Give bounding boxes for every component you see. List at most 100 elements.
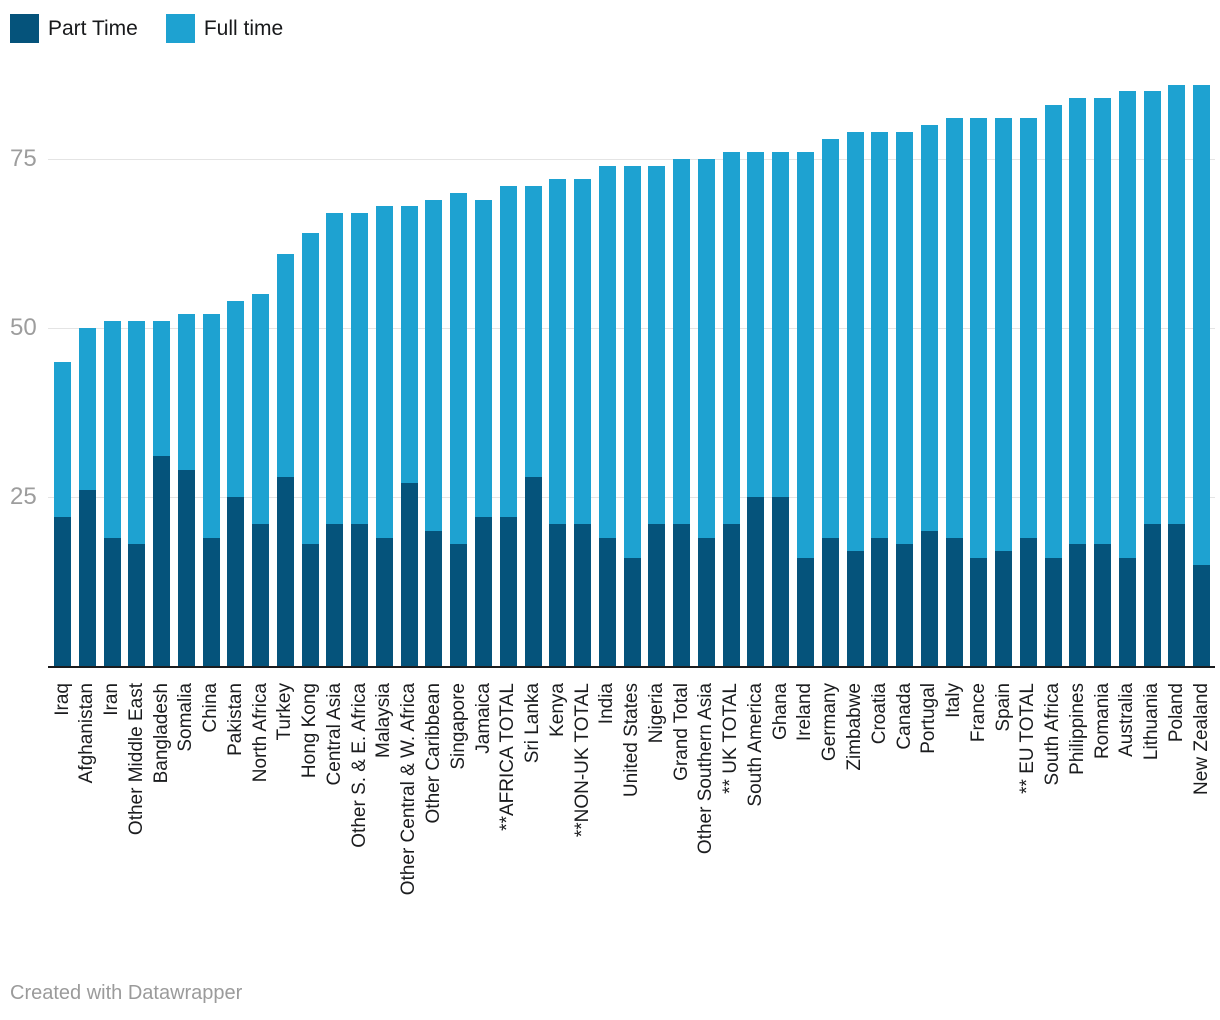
bar-full-time[interactable] [1044,104,1062,558]
bar-part-time[interactable] [475,517,493,666]
bar-full-time[interactable] [450,192,468,545]
bar-full-time[interactable] [301,233,319,545]
bar-part-time[interactable] [326,524,344,666]
bar-full-time[interactable] [574,179,592,525]
bar-part-time[interactable] [351,524,369,666]
bar-full-time[interactable] [499,186,517,518]
bar-part-time[interactable] [623,557,641,666]
bar-part-time[interactable] [450,544,468,666]
bar-full-time[interactable] [896,131,914,545]
bar-full-time[interactable] [747,152,765,497]
bar-part-time[interactable] [1019,537,1037,666]
bar-part-time[interactable] [549,524,567,666]
bar-part-time[interactable] [1044,557,1062,666]
bar-part-time[interactable] [425,530,443,666]
x-axis-label: Other Southern Asia [695,683,717,855]
bar-full-time[interactable] [821,138,839,538]
bar-full-time[interactable] [153,321,171,457]
bar-full-time[interactable] [697,159,715,538]
bar-part-time[interactable] [896,544,914,666]
bar-full-time[interactable] [400,206,418,484]
bar-part-time[interactable] [227,497,245,666]
bar-part-time[interactable] [598,537,616,666]
bar-part-time[interactable] [871,537,889,666]
bar-full-time[interactable] [1118,91,1136,558]
bar-full-time[interactable] [326,213,344,525]
bar-part-time[interactable] [153,456,171,666]
bar-full-time[interactable] [54,361,71,518]
bar-full-time[interactable] [722,152,740,525]
bar-full-time[interactable] [276,253,294,477]
bar-full-time[interactable] [1094,98,1112,545]
bar-full-time[interactable] [425,199,443,531]
x-axis-label: Zimbabwe [844,683,865,771]
bar-part-time[interactable] [574,524,592,666]
bar-full-time[interactable] [475,199,493,518]
bar-part-time[interactable] [103,537,121,666]
bar-full-time[interactable] [772,152,790,497]
bar-part-time[interactable] [276,476,294,666]
bar-part-time[interactable] [648,524,666,666]
bar-part-time[interactable] [821,537,839,666]
bar-part-time[interactable] [202,537,220,666]
bar-part-time[interactable] [252,524,270,666]
bar-part-time[interactable] [128,544,146,666]
bar-part-time[interactable] [673,524,691,666]
bar-full-time[interactable] [796,152,814,558]
bar-full-time[interactable] [177,314,195,470]
bar-full-time[interactable] [252,294,270,525]
bar-part-time[interactable] [796,557,814,666]
bar-part-time[interactable] [995,551,1013,666]
bar-part-time[interactable] [772,497,790,666]
bar-full-time[interactable] [524,186,542,477]
bar-full-time[interactable] [227,300,245,497]
x-axis-label: Turkey [274,683,296,741]
bar-part-time[interactable] [920,530,938,666]
bar-part-time[interactable] [747,497,765,666]
bar-part-time[interactable] [1143,524,1161,666]
bar-part-time[interactable] [1069,544,1087,666]
bar-part-time[interactable] [499,517,517,666]
bar-full-time[interactable] [648,165,666,525]
bar-full-time[interactable] [375,206,393,538]
bar-part-time[interactable] [54,517,71,666]
bar-part-time[interactable] [1168,524,1186,666]
bar-full-time[interactable] [846,131,864,552]
bar-part-time[interactable] [177,469,195,666]
bar-part-time[interactable] [400,483,418,666]
bar-part-time[interactable] [846,551,864,666]
bar-part-time[interactable] [697,537,715,666]
bar-part-time[interactable] [722,524,740,666]
bar-full-time[interactable] [103,321,121,538]
bar-part-time[interactable] [524,476,542,666]
bar-full-time[interactable] [78,328,96,491]
bar-full-time[interactable] [598,165,616,538]
bar-full-time[interactable] [871,131,889,538]
bar-full-time[interactable] [1019,118,1037,538]
bar-full-time[interactable] [1168,84,1186,525]
bar-full-time[interactable] [351,213,369,525]
bar-full-time[interactable] [1143,91,1161,525]
bar-part-time[interactable] [945,537,963,666]
bar-part-time[interactable] [970,557,988,666]
bar-part-time[interactable] [1094,544,1112,666]
x-axis-label: Sri Lanka [522,683,544,764]
bar-full-time[interactable] [128,321,146,545]
bar-part-time[interactable] [1118,557,1136,666]
bar-part-time[interactable] [375,537,393,666]
bar-full-time[interactable] [673,159,691,525]
bar-part-time[interactable] [301,544,319,666]
bar-full-time[interactable] [995,118,1013,552]
bar-part-time[interactable] [78,490,96,666]
bar-full-time[interactable] [970,118,988,558]
bar-full-time[interactable] [549,179,567,525]
bar-part-time[interactable] [1193,564,1211,666]
x-axis-label: Other S. & E. Africa [348,683,370,848]
bar-full-time[interactable] [945,118,963,538]
bar-full-time[interactable] [202,314,220,538]
bar-full-time[interactable] [1193,84,1211,565]
bar-full-time[interactable] [1069,98,1087,545]
bar-full-time[interactable] [623,165,641,558]
bar-full-time[interactable] [920,125,938,531]
x-axis-label: Iran [101,683,123,716]
